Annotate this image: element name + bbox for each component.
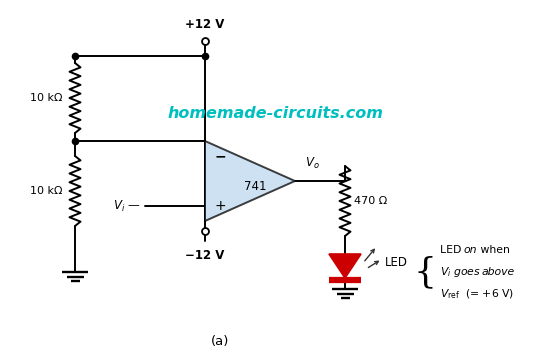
Text: 470 Ω: 470 Ω bbox=[354, 196, 387, 206]
Text: 741: 741 bbox=[244, 179, 266, 193]
Text: (a): (a) bbox=[211, 335, 229, 347]
Text: +12 V: +12 V bbox=[185, 18, 225, 31]
Text: homemade-circuits.com: homemade-circuits.com bbox=[167, 106, 383, 121]
Text: −12 V: −12 V bbox=[185, 249, 225, 262]
Text: on: on bbox=[463, 245, 477, 255]
Text: +: + bbox=[215, 199, 226, 213]
Text: −: − bbox=[215, 149, 226, 163]
Text: 10 kΩ: 10 kΩ bbox=[30, 186, 63, 196]
Polygon shape bbox=[205, 141, 295, 221]
Text: above: above bbox=[482, 267, 515, 277]
Text: LED: LED bbox=[385, 257, 408, 269]
Text: when: when bbox=[477, 245, 510, 255]
Text: {: { bbox=[413, 255, 436, 289]
Text: $V_{\rm ref}$  (= +6 V): $V_{\rm ref}$ (= +6 V) bbox=[440, 287, 514, 301]
Text: LED: LED bbox=[440, 245, 465, 255]
Text: 10 kΩ: 10 kΩ bbox=[30, 93, 63, 103]
Text: $V_o$: $V_o$ bbox=[305, 156, 320, 171]
Text: $V_i$ goes: $V_i$ goes bbox=[440, 265, 481, 279]
Text: $V_i$ —: $V_i$ — bbox=[114, 198, 141, 214]
Polygon shape bbox=[329, 254, 361, 278]
